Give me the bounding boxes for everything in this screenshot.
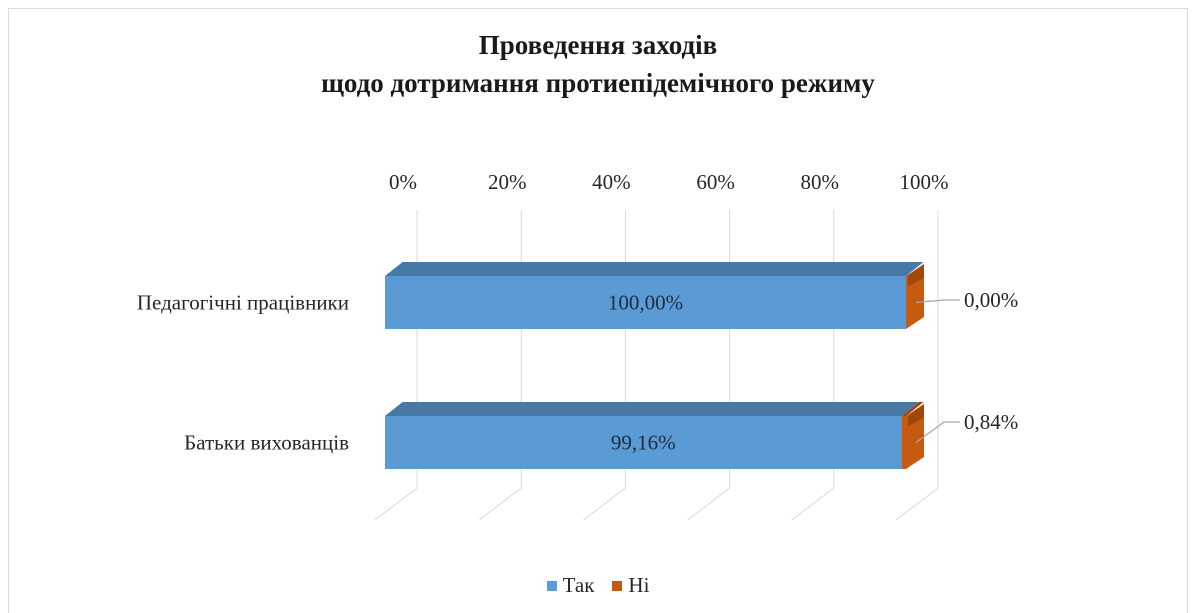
leader-line	[915, 299, 960, 304]
bar-tak	[385, 276, 906, 329]
chart-legend: Так Ні	[0, 573, 1196, 598]
legend-item-ni: Ні	[612, 573, 649, 598]
category-label: Батьки вихованців	[184, 431, 349, 455]
gridline-floor	[895, 487, 939, 521]
chart-title-line-2: щодо дотримання протиепідемічного режиму	[321, 68, 875, 98]
data-label-ni: 0,00%	[964, 288, 1018, 312]
x-tick-label: 0%	[389, 170, 417, 194]
data-label-tak: 99,16%	[611, 431, 676, 455]
chart-title-line-1: Проведення заходів	[478, 30, 718, 60]
legend-swatch-tak	[546, 580, 557, 591]
legend-label-tak: Так	[562, 573, 595, 597]
x-tick-label: 60%	[696, 170, 735, 194]
bar-top-ni	[901, 402, 924, 416]
bar-top-tak	[385, 402, 920, 416]
bar-side-shade	[908, 404, 924, 426]
gridline-floor	[374, 487, 418, 521]
bar-side-shade	[908, 264, 924, 286]
legend-item-tak: Так	[546, 573, 595, 598]
category-label: Педагогічні працівники	[137, 291, 349, 315]
gridline-floor	[687, 487, 730, 521]
gridline-floor	[791, 487, 835, 521]
bar-tak	[385, 416, 902, 469]
bar-ni	[901, 416, 906, 469]
x-tick-label: 20%	[488, 170, 527, 194]
gridline-floor	[478, 487, 522, 521]
data-label-tak: 100,00%	[608, 291, 683, 315]
x-tick-label: 40%	[592, 170, 631, 194]
data-label-ni: 0,84%	[964, 410, 1018, 434]
legend-swatch-ni	[612, 580, 623, 591]
x-tick-label: 100%	[900, 170, 949, 194]
legend-label-ni: Ні	[628, 573, 650, 597]
x-tick-label: 80%	[801, 170, 840, 194]
leader-line	[915, 421, 960, 443]
bar-top-tak	[385, 262, 924, 276]
gridline-floor	[583, 487, 626, 521]
